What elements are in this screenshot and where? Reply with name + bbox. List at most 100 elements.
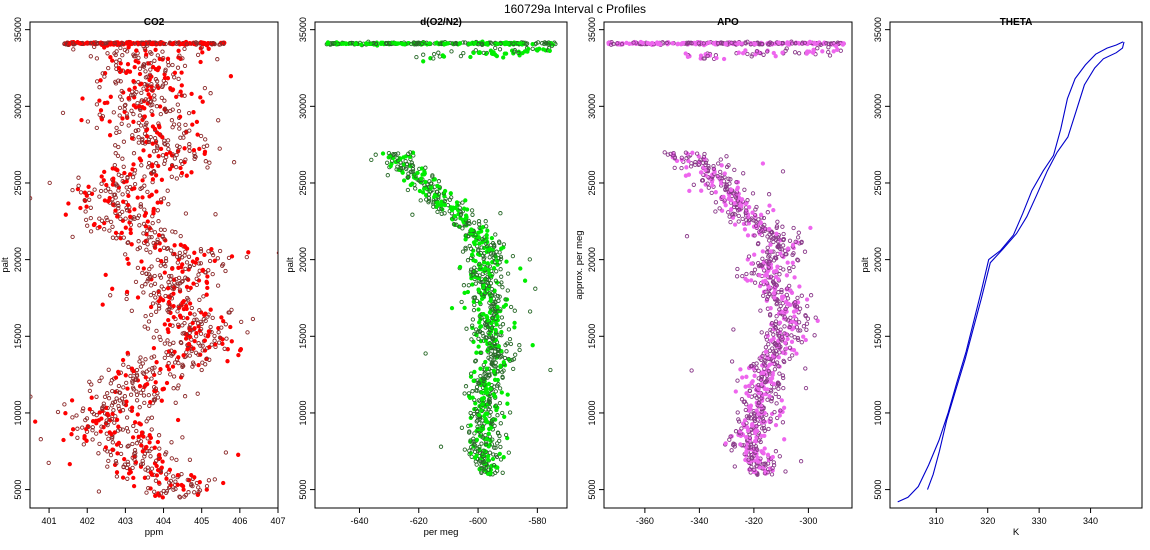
data-point [74, 413, 79, 418]
y-tick-label: 25000 [587, 170, 597, 195]
data-point [151, 345, 157, 351]
data-point [781, 385, 786, 391]
data-point [186, 110, 192, 116]
data-point [130, 435, 136, 440]
data-point [764, 250, 770, 255]
data-point [530, 46, 535, 51]
data-point [764, 331, 770, 336]
data-point [164, 476, 169, 481]
data-point [181, 298, 186, 304]
panel-title: THETA [1000, 17, 1033, 28]
data-point [487, 340, 492, 346]
data-point [789, 339, 795, 344]
data-point [419, 41, 425, 46]
data-point [777, 454, 782, 459]
data-point [228, 74, 234, 79]
data-point [470, 389, 475, 394]
data-point [152, 397, 158, 402]
data-point [431, 51, 437, 57]
data-point [129, 308, 134, 313]
data-point [137, 223, 142, 228]
data-point [114, 461, 119, 466]
y-tick-label: 30000 [13, 94, 23, 119]
data-point [483, 359, 488, 365]
data-point [99, 181, 104, 186]
data-point [150, 41, 155, 47]
data-point [170, 229, 175, 234]
data-point [784, 46, 789, 51]
data-point [776, 394, 781, 400]
data-point [165, 142, 170, 148]
data-point [110, 440, 115, 445]
data-point [736, 419, 742, 424]
data-point [171, 340, 176, 345]
data-point [124, 296, 129, 302]
data-point [496, 239, 502, 244]
data-point [193, 350, 199, 355]
data-point [125, 386, 130, 391]
data-point [156, 163, 161, 169]
data-point [469, 227, 474, 232]
data-point [714, 55, 719, 61]
data-point [826, 45, 831, 50]
data-point [174, 457, 179, 463]
data-point [217, 42, 222, 47]
data-point [467, 243, 472, 249]
data-point [158, 275, 164, 280]
data-point [123, 225, 128, 230]
data-point [180, 262, 185, 267]
data-point [169, 118, 175, 123]
data-point [749, 278, 754, 283]
data-point [78, 190, 84, 195]
data-point [80, 96, 85, 101]
data-point [631, 40, 636, 45]
x-tick-label: 310 [929, 516, 944, 526]
data-point [803, 313, 808, 318]
data-point [180, 373, 185, 378]
data-point [732, 167, 737, 173]
data-point [703, 162, 708, 168]
y-tick-label: 15000 [13, 324, 23, 349]
data-point [134, 398, 140, 403]
data-point [161, 196, 167, 201]
data-point [767, 348, 773, 353]
data-point [759, 409, 764, 414]
data-point [466, 218, 471, 224]
data-point [103, 188, 108, 193]
data-point [773, 391, 778, 397]
data-point [197, 488, 203, 493]
data-point [131, 475, 136, 481]
data-point [116, 206, 121, 211]
data-point [116, 203, 121, 208]
data-point [485, 228, 490, 233]
data-point [693, 160, 698, 165]
data-point [198, 319, 203, 325]
data-point [180, 56, 185, 61]
data-point [787, 356, 792, 362]
data-point [124, 399, 129, 404]
data-point [175, 473, 181, 478]
data-point [706, 185, 711, 190]
data-point [758, 308, 763, 313]
data-point [405, 187, 411, 193]
data-point [123, 252, 128, 257]
data-point [131, 162, 136, 167]
data-point [118, 443, 124, 449]
x-tick-label: 401 [42, 516, 57, 526]
data-point [169, 248, 174, 253]
data-point [457, 224, 462, 229]
data-point [534, 41, 539, 46]
data-point [142, 114, 147, 119]
data-point [488, 409, 493, 415]
data-point [236, 452, 241, 457]
data-point [729, 359, 735, 364]
data-point [120, 53, 125, 58]
data-point [153, 77, 159, 82]
data-point [175, 309, 180, 314]
data-point [794, 308, 799, 313]
data-point [787, 324, 792, 330]
data-point [789, 41, 795, 46]
data-point [746, 254, 752, 259]
panel-title: d(O2/N2) [420, 17, 462, 28]
data-point [120, 209, 125, 215]
